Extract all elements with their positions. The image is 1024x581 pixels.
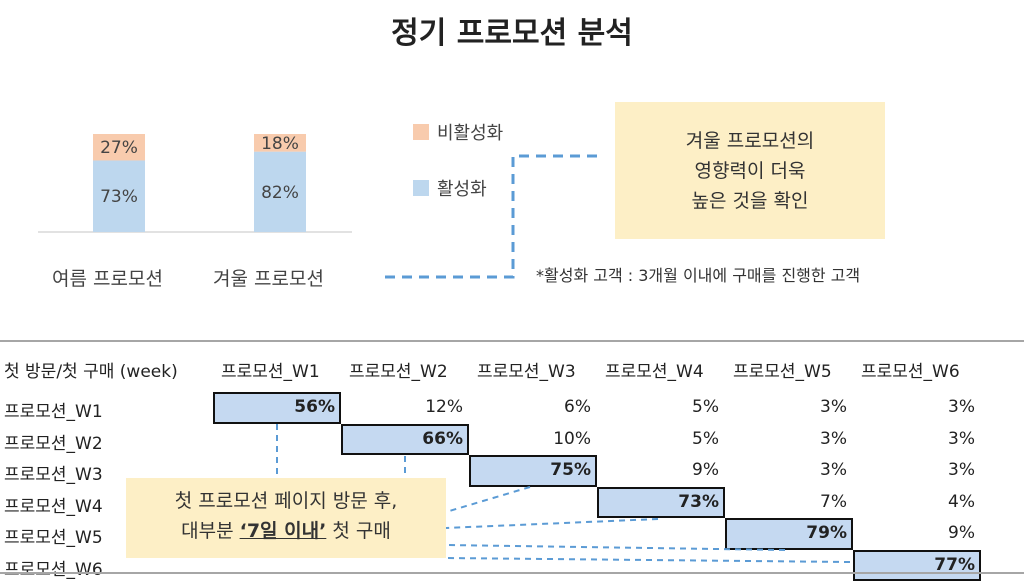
bottom-border <box>0 572 1024 574</box>
callout-connector-5 <box>446 545 785 550</box>
callout-box: 첫 프로모션 페이지 방문 후, 대부분 ‘7일 이내’ 첫 구매 <box>126 478 446 558</box>
callout-connector-4 <box>446 519 658 528</box>
callout-line-2: 대부분 ‘7일 이내’ 첫 구매 <box>126 516 446 546</box>
callout-line-2-post: 첫 구매 <box>326 520 391 542</box>
callout-line-2-pre: 대부분 <box>181 520 239 542</box>
callout-emphasis: ‘7일 이내’ <box>240 520 327 542</box>
callout-connector-6 <box>446 558 850 562</box>
callout-line-1: 첫 프로모션 페이지 방문 후, <box>126 486 446 516</box>
callout-connector-3 <box>446 487 530 512</box>
